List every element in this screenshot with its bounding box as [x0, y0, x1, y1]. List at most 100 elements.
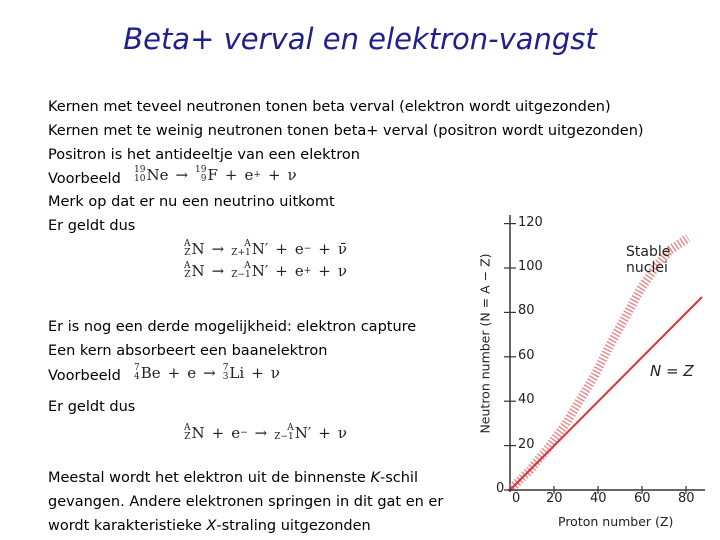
equation-term: ν — [288, 166, 297, 184]
symbol: ν — [337, 262, 347, 280]
equation-term: ν — [338, 262, 347, 280]
symbol: ν̄ — [337, 240, 347, 258]
equation-term: + — [275, 262, 288, 280]
atomic-number: Z+1 — [231, 248, 251, 258]
symbol: ν — [287, 166, 297, 184]
y-tick-label: 60 — [518, 347, 535, 363]
symbol: + — [318, 424, 331, 442]
equation-term: + — [212, 424, 225, 442]
equation-term: e − — [231, 424, 247, 442]
symbol: e — [244, 166, 254, 184]
index-stack: A Z−1 — [231, 262, 251, 280]
symbol: e — [231, 424, 241, 442]
symbol: + — [224, 166, 238, 184]
text-line: wordt karakteristieke X-straling uitgezo… — [48, 517, 371, 535]
y-axis-label: Neutron number (N = A − Z) — [477, 253, 493, 434]
text-line: Merk op dat er nu een neutrino uitkomt — [48, 194, 335, 210]
equation-term: e + — [295, 262, 311, 280]
atomic-number: 3 — [222, 372, 229, 382]
equation-term: + — [168, 364, 181, 382]
text-part: gevangen. Andere elektronen springen in … — [48, 494, 444, 510]
equation: 19 10 Ne → 19 9 F + e + + ν — [134, 166, 297, 185]
y-tick-label: 120 — [518, 214, 543, 230]
text-line: Meestal wordt het elektron uit de binnen… — [48, 469, 418, 487]
equation: A Z N → A Z−1 N′ + e + + ν — [184, 262, 347, 281]
index-stack: A Z+1 — [231, 240, 251, 258]
atomic-number: 4 — [134, 372, 140, 382]
symbol: + — [318, 240, 331, 258]
index-stack: 19 9 — [195, 166, 206, 184]
equation: A Z N → A Z+1 N′ + e − + ν̄ — [184, 240, 347, 259]
symbol: ν — [337, 424, 347, 442]
symbol: + — [211, 424, 225, 442]
symbol: + — [275, 240, 288, 258]
equation-term: → — [203, 364, 216, 382]
symbol: + — [318, 262, 331, 280]
equation-term: A Z−1 N′ — [231, 262, 269, 281]
text-part: X — [206, 518, 217, 534]
mass-number: 7 — [134, 363, 140, 373]
atomic-number: Z−1 — [231, 270, 251, 280]
equation-term: + — [318, 240, 331, 258]
symbol: F — [207, 166, 218, 184]
stable-label: nuclei — [626, 260, 668, 276]
symbol: Li — [229, 364, 245, 382]
equation-term: e − — [295, 240, 311, 258]
text-line: Kernen met te weinig neutronen tonen bet… — [48, 123, 644, 139]
equation: A Z N + e − → A Z−1 N′ + ν — [184, 423, 347, 443]
equation-term: → — [175, 166, 188, 184]
charge: − — [240, 428, 248, 438]
atomic-number: 9 — [200, 174, 207, 184]
text-part: K — [370, 470, 380, 486]
mass-number: A — [244, 261, 251, 271]
symbol: + — [167, 364, 181, 382]
text-line: Kernen met teveel neutronen tonen beta v… — [48, 99, 611, 115]
equation-term: → — [212, 262, 225, 280]
atomic-number: Z — [184, 270, 191, 280]
equation-term: A Z−1 N′ — [274, 423, 311, 443]
x-tick-label: 80 — [678, 491, 695, 506]
symbol: → — [175, 166, 189, 184]
equation-term: + — [275, 240, 288, 258]
atomic-number: 10 — [134, 174, 146, 184]
mass-number: 19 — [195, 165, 207, 175]
equation-term: 19 9 F — [195, 166, 218, 185]
n-equals-z-line — [509, 296, 703, 491]
charge: + — [303, 266, 312, 276]
example-label: Voorbeeld — [48, 368, 121, 384]
symbol: Ne — [146, 166, 169, 184]
symbol: ν — [270, 364, 280, 382]
mass-number: 19 — [134, 165, 146, 175]
symbol: → — [211, 262, 225, 280]
symbol: N′ — [251, 262, 269, 280]
charge: − — [303, 244, 312, 254]
slide-title: Beta+ verval en elektron-vangst — [123, 22, 597, 56]
text-part: Meestal wordt het elektron uit de binnen… — [48, 470, 371, 486]
equation-term: 19 10 Ne — [134, 166, 169, 185]
symbol: → — [203, 364, 216, 382]
symbol: + — [251, 364, 264, 382]
equation-term: + — [318, 424, 331, 442]
equation-term: + — [268, 166, 281, 184]
mass-number: A — [244, 239, 251, 249]
equation-term: + — [225, 166, 238, 184]
equation-term: ν — [271, 364, 280, 382]
text-part: -schil — [379, 470, 418, 486]
equation-term: → — [255, 424, 268, 442]
index-stack: 19 10 — [134, 166, 145, 184]
mass-number: A — [287, 423, 294, 433]
atomic-number: Z — [184, 432, 191, 442]
x-tick-label: 20 — [546, 491, 563, 506]
text-part: -straling uitgezonden — [216, 518, 371, 534]
equation-term: e + — [245, 166, 261, 184]
example-label: Voorbeeld — [48, 171, 121, 187]
